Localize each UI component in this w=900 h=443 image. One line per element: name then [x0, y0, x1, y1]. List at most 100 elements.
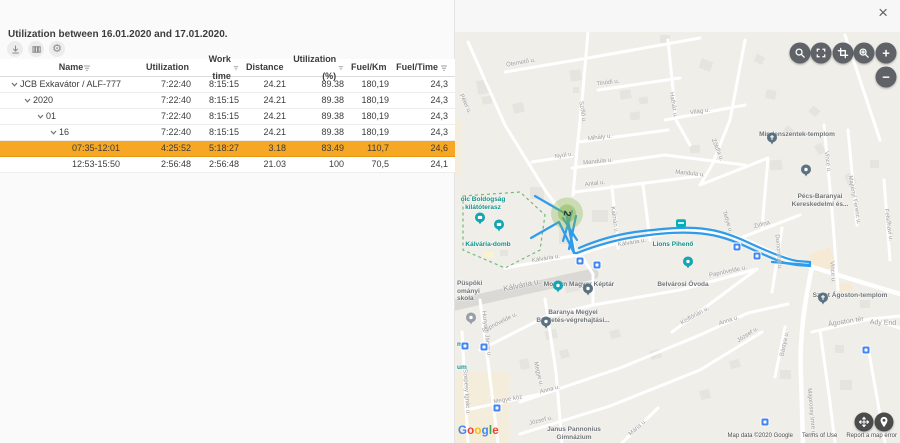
table-row[interactable]: JCB Exkavátor / ALF-777 7:22:40 8:15:15 24.… [0, 77, 455, 93]
table-row[interactable]: 2020 7:22:40 8:15:15 24.21 89.38 180,19 24,3 [0, 93, 455, 109]
row-value: 70,5 [371, 159, 389, 169]
row-value: 24,1 [430, 159, 448, 169]
row-value: 8:15:15 [208, 127, 239, 137]
map-base-layer [455, 32, 900, 443]
row-value: 24,3 [430, 111, 448, 121]
row-value: 89.38 [321, 95, 344, 105]
report-title: Utilization between 16.01.2020 and 17.01… [8, 29, 228, 40]
google-logo-letter: o [467, 425, 475, 437]
fullscreen-button[interactable] [810, 42, 832, 64]
marker-location-button[interactable] [874, 412, 894, 432]
chevron-down-icon[interactable] [21, 96, 33, 105]
utilization-table: Name Utilization Work time Distance Utilizat… [0, 54, 455, 173]
map-canvas[interactable]: 2 Ótemető u. Tinódi u. Szőlő u. Péter u. Tet… [455, 32, 900, 443]
row-name: JCB Exkavátor / ALF-777 [20, 79, 122, 89]
table-row[interactable]: 07:35-12:01 4:25:52 5:18:27 3.18 83.49 110,7 2… [0, 141, 455, 157]
table-header-row: Name Utilization Work time Distance Utilizat… [0, 54, 455, 81]
row-value: 89.38 [321, 111, 344, 121]
zoom-search-button[interactable] [789, 42, 811, 64]
box-select-button[interactable] [832, 42, 854, 64]
column-header[interactable]: Fuel/Time [396, 59, 455, 76]
row-value: 110,7 [367, 143, 389, 153]
google-logo-letter: o [474, 425, 482, 437]
route-cluster-tracks [529, 194, 579, 255]
chevron-down-icon[interactable] [8, 80, 20, 89]
map-data-text: Map data ©2020 Google [727, 433, 793, 439]
transit-stop-icon[interactable] [733, 243, 741, 251]
row-name: 16 [59, 127, 70, 137]
table-row[interactable]: 01 7:22:40 8:15:15 24.21 89.38 180,19 24,3 [0, 109, 455, 125]
columns-icon[interactable] [28, 41, 44, 57]
row-name: 07:35-12:01 [72, 143, 121, 153]
google-logo-letter: e [492, 425, 499, 437]
row-value: 21.03 [263, 159, 286, 169]
transit-stop-icon[interactable] [461, 342, 469, 350]
row-value: 24.21 [263, 79, 286, 89]
report-action-buttons: ⚙ [7, 41, 70, 57]
row-value: 5:18:27 [208, 143, 239, 153]
route-polyline [529, 194, 812, 268]
download-icon[interactable] [7, 41, 23, 57]
zoom-area-button[interactable] [853, 42, 875, 64]
terms-link[interactable]: Terms of Use [801, 433, 838, 439]
row-value: 2:56:48 [160, 159, 191, 169]
table-row[interactable]: 12:53-15:50 2:56:48 2:56:48 21.03 100 70,5 24,… [0, 157, 455, 173]
row-value: 24.21 [263, 127, 286, 137]
transit-stop-icon[interactable] [753, 252, 761, 260]
row-name: 12:53-15:50 [72, 159, 121, 169]
row-value: 24,3 [430, 95, 448, 105]
row-value: 83.49 [321, 143, 344, 153]
park-boundary [462, 191, 546, 269]
row-value: 7:22:40 [160, 111, 191, 121]
row-value: 180,19 [361, 127, 389, 137]
settings-gear-icon[interactable]: ⚙ [49, 41, 65, 57]
map-attribution: Map data ©2020 Google Terms of Use Repor… [728, 433, 898, 439]
row-value: 7:22:40 [160, 127, 191, 137]
row-value: 2:56:48 [208, 159, 239, 169]
row-value: 24.21 [263, 95, 286, 105]
row-value: 8:15:15 [208, 79, 239, 89]
column-header[interactable]: Utilization [146, 59, 198, 76]
transit-stop-icon[interactable] [480, 343, 488, 351]
transit-stop-icon[interactable] [576, 257, 584, 265]
row-value: 100 [328, 159, 344, 169]
column-header[interactable]: Work time [198, 54, 246, 81]
row-value: 180,19 [361, 95, 389, 105]
close-icon[interactable]: × [878, 3, 888, 22]
pan-arrows-button[interactable] [854, 412, 874, 432]
google-logo-letter: G [458, 425, 468, 437]
report-panel: Utilization between 16.01.2020 and 17.01… [0, 29, 455, 173]
column-header[interactable]: Utilization (%) [293, 54, 351, 81]
row-value: 7:22:40 [160, 79, 191, 89]
chevron-down-icon[interactable] [47, 128, 59, 137]
row-value: 24,3 [430, 127, 448, 137]
row-name: 01 [46, 111, 57, 121]
column-header[interactable]: Fuel/Km [351, 62, 389, 72]
table-row[interactable]: 16 7:22:40 8:15:15 24.21 89.38 180,19 24,3 [0, 125, 455, 141]
transit-stop-icon[interactable] [593, 261, 601, 269]
row-value: 7:22:40 [160, 95, 191, 105]
google-logo: Google [458, 425, 499, 437]
column-header-name[interactable]: Name [0, 59, 150, 76]
transit-stop-icon[interactable] [862, 346, 870, 354]
row-value: 180,19 [361, 79, 389, 89]
row-value: 8:15:15 [208, 111, 239, 121]
row-value: 3.18 [268, 143, 286, 153]
chevron-down-icon[interactable] [34, 112, 46, 121]
row-value: 24,6 [430, 143, 448, 153]
row-value: 180,19 [361, 111, 389, 121]
row-value: 89.38 [321, 127, 344, 137]
google-logo-letter: g [481, 425, 489, 437]
row-value: 89.38 [321, 79, 344, 89]
zoom-in-button[interactable]: + [875, 42, 897, 64]
transit-stop-icon[interactable] [761, 418, 769, 426]
column-header[interactable]: Distance [246, 62, 286, 72]
transit-stop-icon[interactable] [493, 404, 501, 412]
zoom-out-button[interactable]: − [875, 66, 897, 88]
row-name: 2020 [33, 95, 54, 105]
report-error-link[interactable]: Report a map error [846, 433, 897, 439]
row-value: 24.21 [263, 111, 286, 121]
row-value: 4:25:52 [160, 143, 191, 153]
google-logo-letter: l [488, 425, 493, 437]
